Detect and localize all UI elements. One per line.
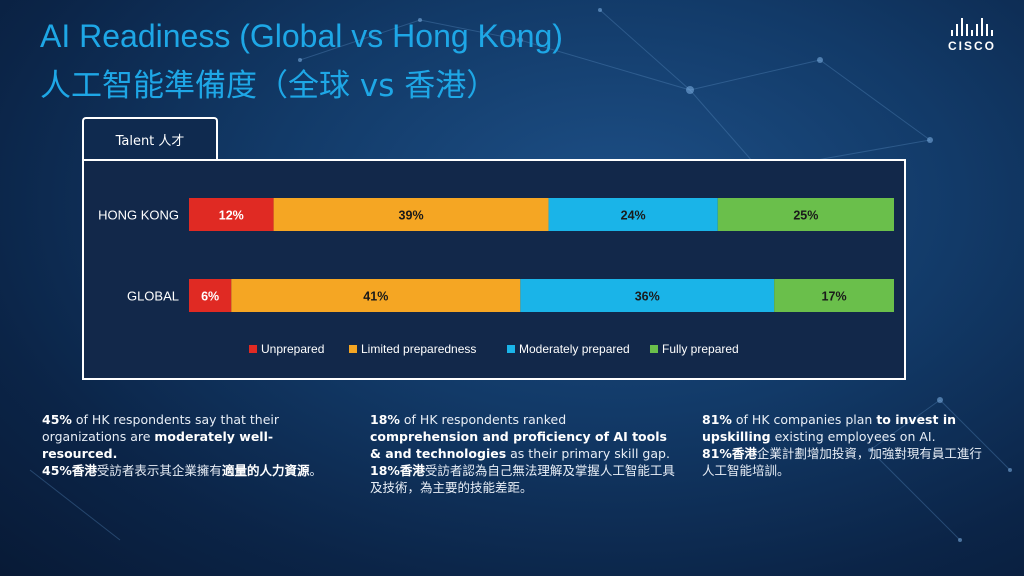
insight-column-1: 45% of HK respondents say that their org…	[42, 411, 342, 479]
stat-2-en-text2: as their primary skill gap.	[506, 446, 670, 461]
bar-segment	[520, 279, 775, 312]
stat-1-zh-text: 受訪者表示其企業擁有	[96, 463, 222, 478]
stat-1-zh-text2: 。	[309, 463, 322, 478]
legend-label: Moderately prepared	[519, 342, 630, 356]
stat-3-en-text: of HK companies plan	[731, 412, 877, 427]
bar-segment	[189, 279, 232, 312]
legend-swatch	[650, 345, 658, 353]
bar-segment	[548, 198, 718, 231]
stat-2-en-text: of HK respondents ranked	[399, 412, 567, 427]
legend-swatch	[349, 345, 357, 353]
stat-2-en-bold: 18%	[370, 412, 400, 427]
page-title-chinese: 人工智能準備度（全球 vs 香港）	[40, 68, 498, 104]
chart-panel: HONG KONG 12% 39% 24% 25% GLOBAL 6% 41% 36% 17% Un…	[82, 159, 906, 380]
cisco-logo: CISCO	[940, 18, 1004, 54]
stacked-bar-chart: HONG KONG 12% 39% 24% 25% GLOBAL 6% 41% 36% 17% Un…	[98, 198, 894, 356]
stat-3-en-bold2: to invest in upskilling	[702, 412, 957, 444]
stat-2-en-bold2: comprehension and proficiency of AI tool…	[370, 429, 667, 461]
cisco-bars-icon	[940, 18, 1004, 36]
data-label: 17%	[822, 290, 847, 304]
legend-label: Unprepared	[261, 342, 324, 356]
data-label: 36%	[635, 290, 660, 304]
stat-1-en-bold2: moderately well-resourced.	[42, 429, 274, 461]
insight-column-3: 81% of HK companies plan to invest in up…	[702, 411, 982, 479]
data-label: 12%	[219, 209, 244, 223]
stat-1-zh-bold: 45%香港	[42, 463, 97, 478]
stat-3-en-bold: 81%	[702, 412, 732, 427]
legend-label: Fully prepared	[662, 342, 739, 356]
legend-swatch	[249, 345, 257, 353]
bar-segment	[273, 198, 549, 231]
cisco-wordmark: CISCO	[947, 39, 996, 53]
insight-column-2: 18% of HK respondents ranked comprehensi…	[370, 411, 675, 496]
data-label: 39%	[399, 209, 424, 223]
bar-segment	[717, 198, 894, 231]
category-label: GLOBAL	[127, 289, 179, 304]
data-label: 24%	[621, 209, 646, 223]
tab-talent[interactable]: Talent 人才	[82, 117, 218, 160]
legend-label: Limited preparedness	[361, 342, 476, 356]
category-label: HONG KONG	[98, 208, 179, 223]
data-label: 25%	[793, 209, 818, 223]
bar-segment	[231, 279, 521, 312]
legend-swatch	[507, 345, 515, 353]
bar-segment	[189, 198, 274, 231]
data-label: 41%	[363, 290, 388, 304]
stat-3-zh-text: 企業計劃增加投資，加強對現有員工進行人工智能培訓。	[702, 446, 982, 478]
stat-3-en-text2: existing employees on AI.	[770, 429, 936, 444]
bar-segment	[774, 279, 894, 312]
page-title: AI Readiness (Global vs Hong Kong)	[40, 18, 563, 54]
stat-1-en-bold: 45%	[42, 412, 72, 427]
stat-2-zh-bold: 18%香港	[370, 463, 425, 478]
stat-1-zh-bold2: 適量的人力資源	[221, 463, 310, 478]
stat-2-zh-text: 受訪者認為自己無法理解及掌握人工智能工具及技術，為主要的技能差距。	[370, 463, 675, 495]
stat-1-en-text: of HK respondents say that their organiz…	[42, 412, 280, 444]
data-label: 6%	[201, 290, 219, 304]
stat-3-zh-bold: 81%香港	[702, 446, 757, 461]
